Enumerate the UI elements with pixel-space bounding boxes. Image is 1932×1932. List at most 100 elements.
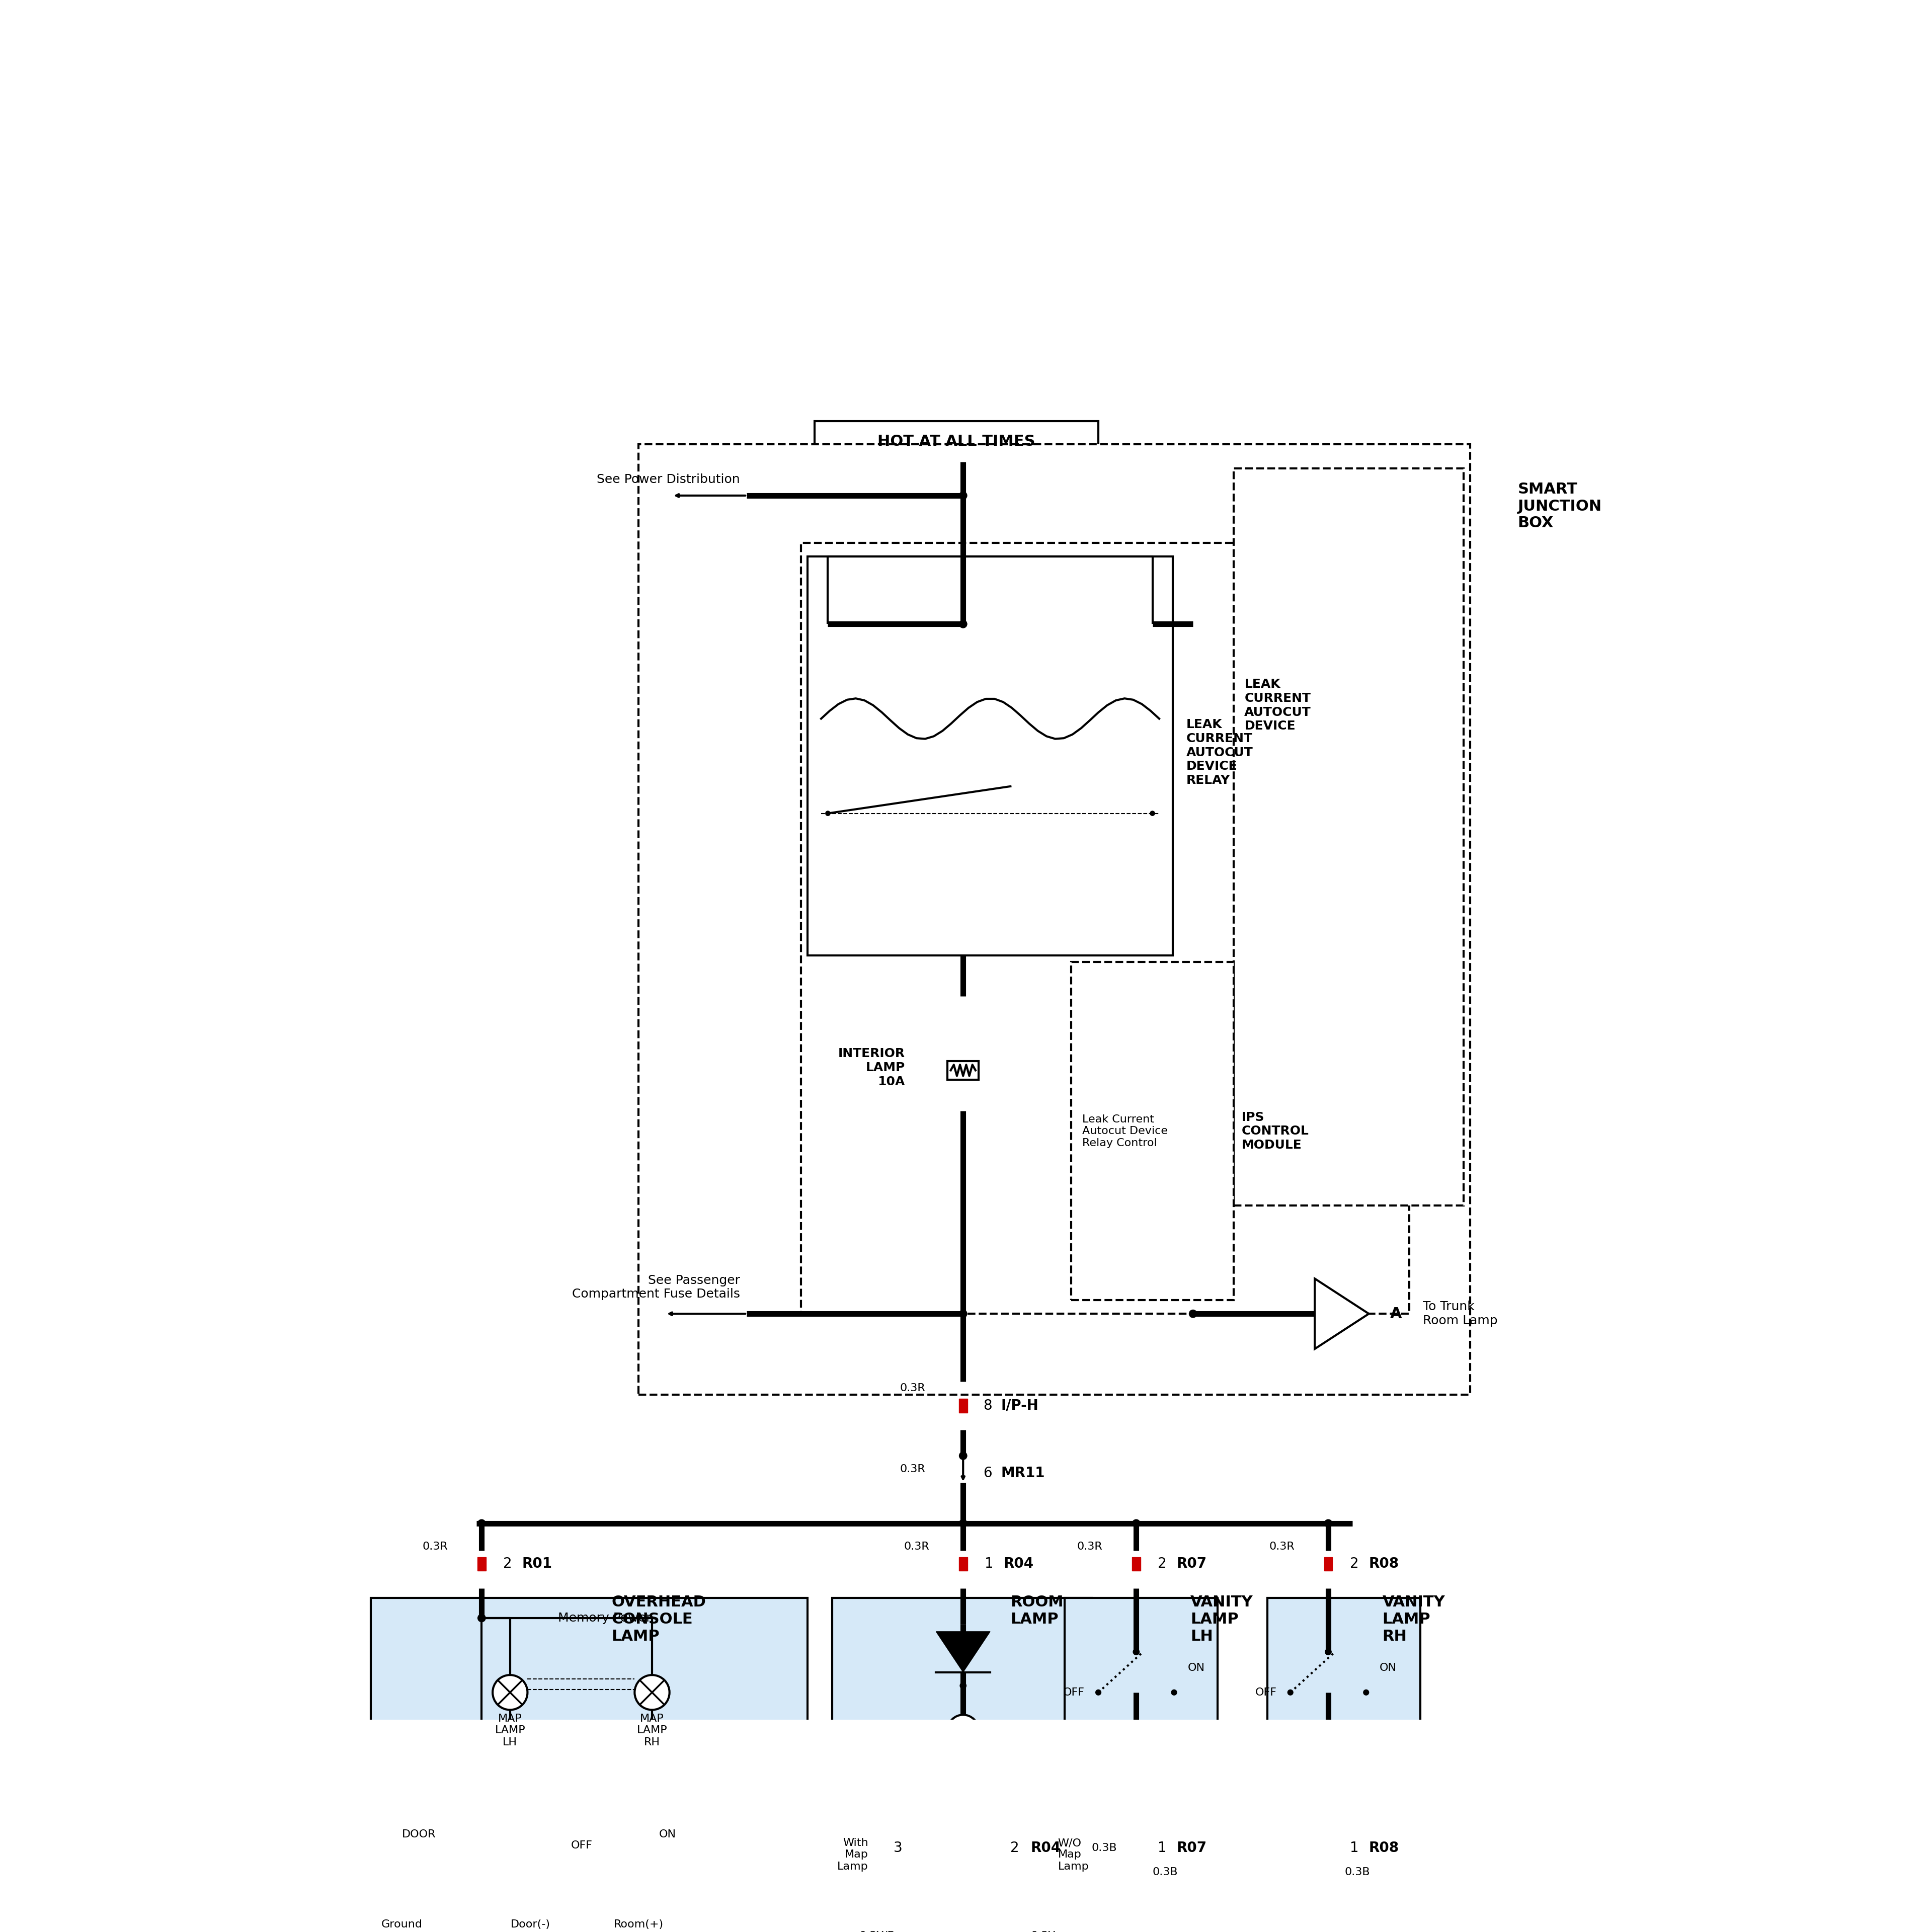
Circle shape — [493, 1675, 527, 1710]
Text: HOT AT ALL TIMES: HOT AT ALL TIMES — [877, 435, 1036, 448]
Text: Leak Current
Autocut Device
Relay Control: Leak Current Autocut Device Relay Contro… — [1082, 1115, 1167, 1148]
Text: 2: 2 — [1010, 1841, 1020, 1855]
Circle shape — [1314, 1745, 1343, 1776]
Text: See Power Distribution: See Power Distribution — [597, 473, 740, 485]
Text: R07: R07 — [1177, 1557, 1208, 1571]
Text: 3: 3 — [893, 1841, 902, 1855]
Circle shape — [1287, 1691, 1293, 1694]
Text: Door(-): Door(-) — [510, 1920, 551, 1930]
Text: LEAK
CURRENT
AUTOCUT
DEVICE
RELAY: LEAK CURRENT AUTOCUT DEVICE RELAY — [1186, 719, 1254, 786]
Bar — [1070, 962, 1233, 1300]
Text: OFF: OFF — [572, 1839, 593, 1851]
Text: R01: R01 — [522, 1557, 553, 1571]
Bar — [808, 556, 1173, 956]
Text: I/P-H: I/P-H — [1001, 1399, 1039, 1412]
Text: 1: 1 — [985, 1557, 993, 1571]
Text: MAP
LAMP
LH: MAP LAMP LH — [495, 1714, 526, 1747]
Circle shape — [636, 1832, 641, 1837]
Text: ON: ON — [1188, 1663, 1206, 1673]
Text: ON: ON — [659, 1830, 676, 1839]
Bar — [437, 1808, 680, 1882]
Circle shape — [1323, 1519, 1333, 1528]
Bar — [638, 444, 1470, 1395]
Text: DOOR: DOOR — [402, 1830, 437, 1839]
Bar — [833, 1598, 1092, 1868]
Polygon shape — [935, 1631, 989, 1673]
Text: OFF: OFF — [1256, 1687, 1277, 1698]
Circle shape — [958, 1310, 968, 1318]
Text: SMART
JUNCTION
BOX: SMART JUNCTION BOX — [1517, 483, 1602, 531]
Text: 1: 1 — [1157, 1841, 1167, 1855]
Circle shape — [1132, 1648, 1140, 1656]
Text: 8: 8 — [983, 1399, 993, 1412]
Text: VANITY
LAMP
RH: VANITY LAMP RH — [1381, 1596, 1445, 1644]
Text: LEAK
CURRENT
AUTOCUT
DEVICE: LEAK CURRENT AUTOCUT DEVICE — [1244, 678, 1312, 732]
Circle shape — [958, 1519, 968, 1528]
Text: ON: ON — [1379, 1663, 1397, 1673]
Text: OVERHEAD
CONSOLE
LAMP: OVERHEAD CONSOLE LAMP — [611, 1596, 705, 1644]
Text: 0.3B: 0.3B — [1151, 1866, 1179, 1878]
Bar — [958, 1399, 968, 1412]
Bar — [958, 1557, 968, 1571]
Text: With
Map
Lamp: With Map Lamp — [837, 1837, 867, 1872]
Circle shape — [477, 1519, 485, 1528]
Circle shape — [527, 1832, 533, 1837]
Text: 0.3R: 0.3R — [900, 1383, 925, 1393]
Text: To Trunk
Room Lamp: To Trunk Room Lamp — [1422, 1300, 1497, 1327]
Text: 0.3R: 0.3R — [423, 1542, 448, 1551]
Bar — [1065, 1598, 1217, 1874]
Circle shape — [958, 1519, 968, 1528]
Text: 0.3R: 0.3R — [1076, 1542, 1103, 1551]
Text: R08: R08 — [1368, 1841, 1399, 1855]
Text: 0.3B: 0.3B — [1092, 1843, 1117, 1853]
Text: 0.3R: 0.3R — [1269, 1542, 1294, 1551]
Text: INTERIOR
LAMP
10A: INTERIOR LAMP 10A — [838, 1047, 904, 1088]
Bar — [800, 543, 1408, 1314]
Bar — [371, 1598, 808, 1888]
Circle shape — [960, 1683, 966, 1689]
Text: 6: 6 — [983, 1466, 993, 1480]
Circle shape — [508, 1791, 512, 1797]
Text: See Passenger
Compartment Fuse Details: See Passenger Compartment Fuse Details — [572, 1275, 740, 1300]
Bar — [815, 421, 1097, 462]
Text: 1: 1 — [1350, 1841, 1358, 1855]
Circle shape — [958, 620, 968, 628]
Circle shape — [1171, 1691, 1177, 1694]
Text: R04: R04 — [1032, 1841, 1061, 1855]
Text: W/O
Map
Lamp: W/O Map Lamp — [1057, 1837, 1090, 1872]
Text: 2: 2 — [502, 1557, 512, 1571]
Circle shape — [634, 1675, 670, 1710]
Circle shape — [947, 1716, 980, 1747]
Circle shape — [636, 1791, 641, 1797]
Circle shape — [527, 1791, 533, 1797]
Text: 2: 2 — [1350, 1557, 1358, 1571]
Circle shape — [1325, 1648, 1331, 1656]
Circle shape — [1364, 1691, 1370, 1694]
Bar — [1323, 1557, 1333, 1571]
Bar — [1132, 1557, 1140, 1571]
Text: Room(+): Room(+) — [614, 1920, 663, 1930]
Bar — [477, 1557, 487, 1571]
Text: OFF: OFF — [1063, 1687, 1086, 1698]
Text: 0.3B: 0.3B — [1345, 1866, 1370, 1878]
Circle shape — [958, 1451, 968, 1461]
Circle shape — [1132, 1519, 1140, 1528]
Bar — [1233, 469, 1464, 1206]
Text: Ground: Ground — [381, 1920, 423, 1930]
Circle shape — [825, 811, 831, 815]
Text: ROOM
LAMP: ROOM LAMP — [1010, 1596, 1065, 1627]
Text: R07: R07 — [1177, 1841, 1208, 1855]
Circle shape — [1121, 1745, 1151, 1776]
Circle shape — [960, 1795, 966, 1801]
Text: R04: R04 — [1005, 1557, 1034, 1571]
Polygon shape — [1314, 1279, 1368, 1349]
Circle shape — [1150, 811, 1155, 815]
Text: MR11: MR11 — [1001, 1466, 1045, 1480]
Circle shape — [454, 1832, 458, 1837]
Bar — [1267, 1598, 1420, 1874]
Circle shape — [477, 1613, 485, 1623]
Circle shape — [958, 491, 968, 500]
Text: IPS
CONTROL
MODULE: IPS CONTROL MODULE — [1242, 1111, 1310, 1151]
Text: R08: R08 — [1368, 1557, 1399, 1571]
Text: 0.3R: 0.3R — [904, 1542, 929, 1551]
